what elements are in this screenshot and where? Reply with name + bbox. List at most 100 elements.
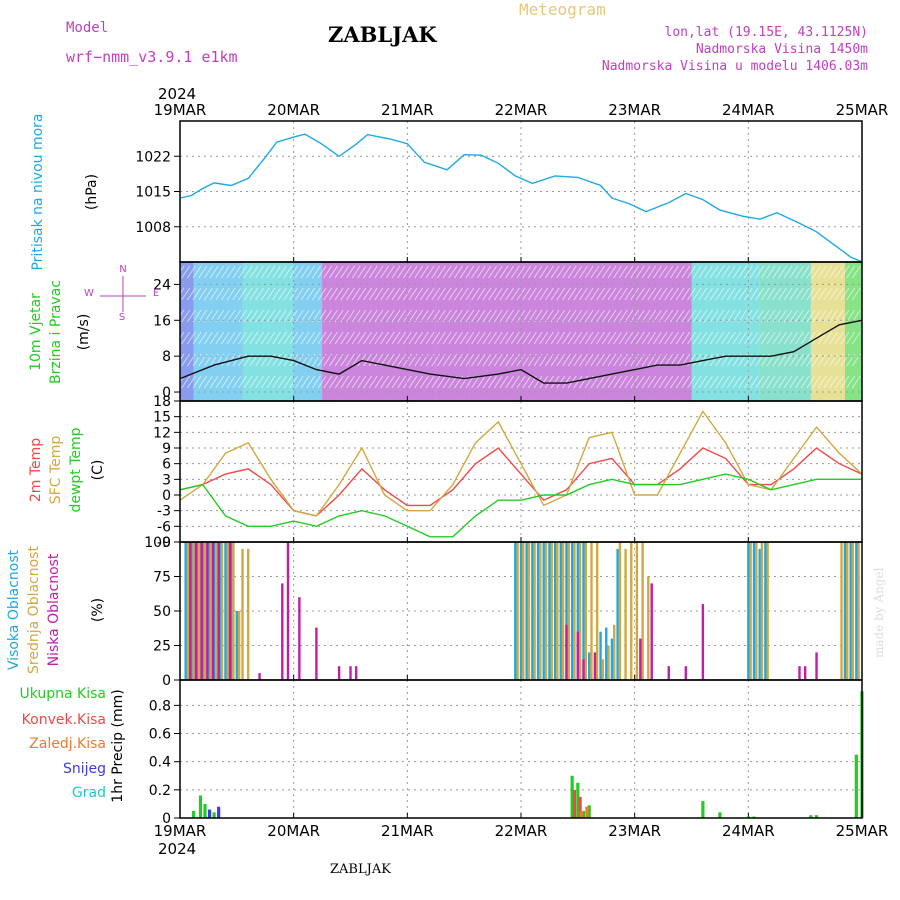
wind-barb-29-3 — [340, 331, 350, 345]
temperature-ytick-label-6: 9 — [162, 441, 171, 457]
wind-barb-97-2 — [726, 309, 736, 323]
wind-barb-115-3 — [829, 331, 838, 345]
wind-ytick-label-0: 0 — [162, 385, 171, 401]
wind-barb-115-2 — [829, 309, 838, 323]
wind-barb-4-2 — [198, 309, 208, 323]
wind-barb-84-5 — [652, 375, 662, 389]
wind-barb-104-0 — [766, 265, 776, 279]
wind-barb-59-3 — [510, 331, 520, 345]
wind-barb-110-0 — [800, 265, 810, 279]
cloud-bar-1-19 — [556, 542, 559, 680]
wind-barb-67-3 — [556, 331, 566, 345]
cloud-bar-1-25 — [590, 542, 593, 680]
wind-barb-77-1 — [613, 287, 623, 301]
wind-barb-77-5 — [613, 375, 623, 389]
wind-barb-101-3 — [749, 331, 759, 345]
wind-barb-33-3 — [363, 331, 372, 345]
wind-barb-94-1 — [709, 287, 719, 301]
cloud-bar-1-27 — [601, 659, 605, 680]
cloud-bar-0-9 — [235, 611, 239, 680]
cloud-bar-0-33 — [849, 542, 852, 680]
wind-barb-109-3 — [795, 331, 804, 345]
model-value: wrf−nmm_v3.9.1 e1km — [66, 48, 238, 66]
wind-barb-15-3 — [260, 331, 270, 345]
wind-barb-65-1 — [545, 287, 554, 301]
wind-barb-89-1 — [681, 287, 691, 301]
wind-barb-70-2 — [573, 309, 583, 323]
wind-barb-9-1 — [226, 287, 236, 301]
wind-barb-49-2 — [454, 309, 463, 323]
wind-barb-52-2 — [471, 309, 480, 323]
wind-barb-87-5 — [670, 375, 679, 389]
wind-barb-29-1 — [340, 287, 350, 301]
wind-barb-35-1 — [374, 287, 384, 301]
wind-barb-13-2 — [249, 309, 259, 323]
cloud-bar-0-7 — [224, 542, 227, 680]
wind-barb-86-0 — [664, 265, 674, 279]
wind-barb-106-3 — [778, 331, 787, 345]
wind-barb-79-3 — [624, 331, 634, 345]
compass-n: N — [119, 264, 126, 275]
cloud-bar-0-22 — [582, 542, 585, 680]
cloud-bar-2-2 — [200, 542, 203, 680]
wind-barb-6-0 — [209, 265, 219, 279]
wind-ytick-label-3: 24 — [153, 277, 171, 293]
bottom-date-label-5: 24MAR — [722, 822, 775, 840]
wind-barb-3-3 — [192, 331, 202, 345]
wind-barb-35-5 — [374, 375, 384, 389]
wind-barb-77-3 — [613, 331, 623, 345]
cloud-bar-2-13 — [349, 666, 352, 680]
wind-barb-68-1 — [562, 287, 571, 301]
wind-barb-79-1 — [624, 287, 634, 301]
wind-barb-108-0 — [789, 265, 799, 279]
wind-barb-17-5 — [272, 375, 282, 389]
top-date-label-3: 22MAR — [495, 101, 548, 119]
wind-barb-34-3 — [368, 331, 378, 345]
wind-barb-116-5 — [834, 375, 844, 389]
wind-barb-13-5 — [249, 375, 259, 389]
wind-barb-87-0 — [670, 265, 679, 279]
wind-barb-118-1 — [846, 287, 856, 301]
wind-barb-115-5 — [829, 375, 838, 389]
wind-barb-91-2 — [692, 309, 702, 323]
wind-barb-61-3 — [522, 331, 532, 345]
wind-barb-70-0 — [573, 265, 583, 279]
coords-label: lon,lat (19.15E, 43.1125N) — [664, 25, 869, 40]
wind-barb-67-0 — [556, 265, 566, 279]
cloud-bar-2-21 — [667, 666, 670, 680]
wind-barb-69-3 — [567, 331, 577, 345]
wind-barb-11-3 — [238, 331, 247, 345]
wind-barb-73-2 — [590, 309, 600, 323]
wind-barb-10-4 — [232, 353, 242, 367]
wind-barb-75-0 — [601, 265, 611, 279]
wind-barb-8-5 — [221, 375, 230, 389]
wind-barb-37-1 — [385, 287, 395, 301]
wind-barb-57-1 — [499, 287, 509, 301]
wind-barb-71-2 — [579, 309, 588, 323]
wind-barb-92-0 — [698, 265, 708, 279]
wind-barb-77-0 — [613, 265, 623, 279]
wind-barb-46-1 — [437, 287, 446, 301]
wind-barb-39-4 — [397, 353, 407, 367]
wind-barb-54-1 — [482, 287, 492, 301]
wind-barb-111-5 — [806, 375, 816, 389]
wind-barb-95-0 — [715, 265, 725, 279]
wind-barb-117-2 — [840, 309, 850, 323]
wind-barb-31-3 — [351, 331, 361, 345]
wind-barb-89-0 — [681, 265, 691, 279]
wind-barb-77-4 — [613, 353, 623, 367]
wind-barb-63-1 — [533, 287, 543, 301]
wind-barb-115-4 — [829, 353, 838, 367]
wind-barb-70-3 — [573, 331, 583, 345]
wind-barb-44-1 — [425, 287, 435, 301]
wind-barb-97-0 — [726, 265, 736, 279]
wind-barb-100-3 — [743, 331, 753, 345]
cloud-bar-0-18 — [559, 542, 562, 680]
compass-e: E — [153, 288, 159, 299]
wind-barb-23-0 — [306, 265, 316, 279]
wind-barb-99-5 — [738, 375, 748, 389]
wind-barb-110-4 — [800, 353, 810, 367]
wind-barb-119-3 — [851, 331, 861, 345]
wind-barb-119-0 — [851, 265, 861, 279]
wind-barb-12-0 — [243, 265, 253, 279]
